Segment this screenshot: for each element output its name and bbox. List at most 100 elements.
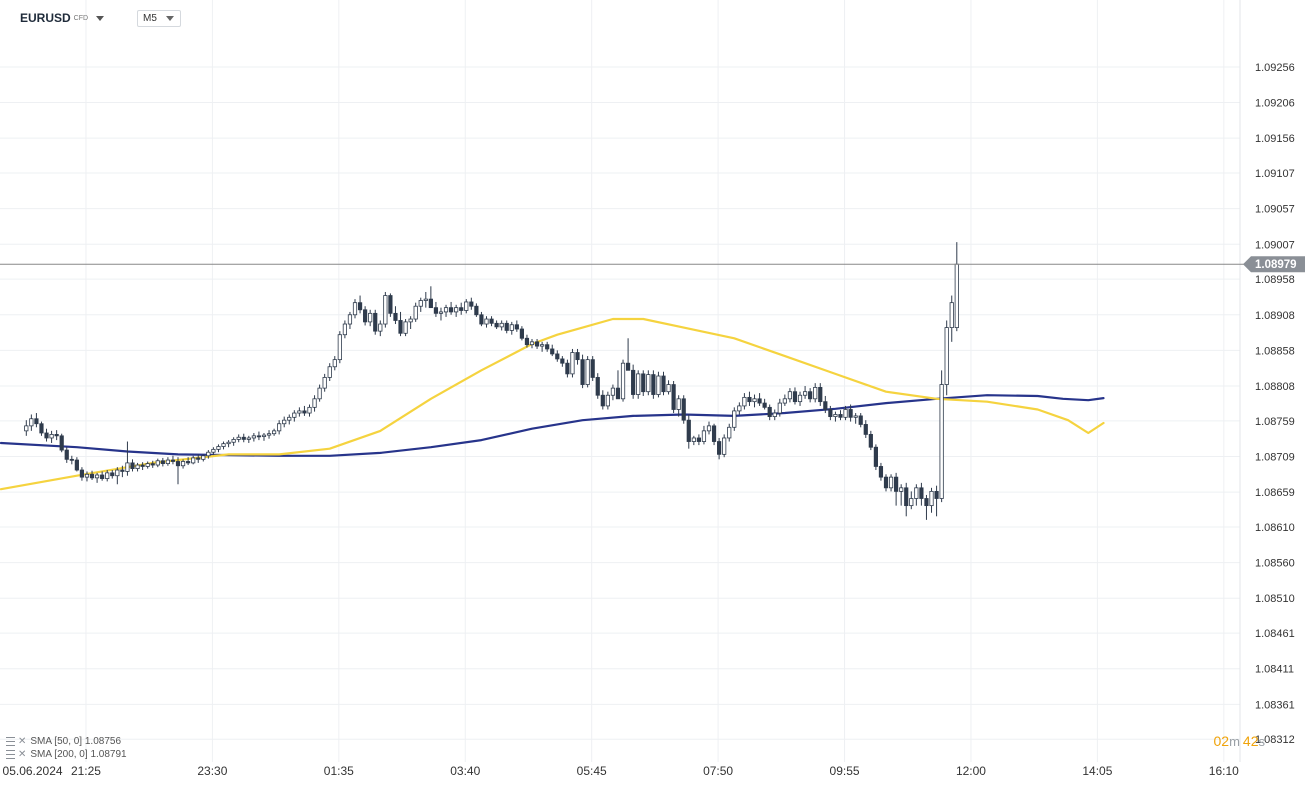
candle-body: [347, 314, 353, 325]
candle-body: [853, 415, 858, 418]
x-tick-label: 05:45: [577, 764, 607, 778]
candle: [605, 391, 610, 410]
settings-icon[interactable]: [6, 737, 15, 746]
candle: [443, 304, 449, 317]
candle-body: [676, 398, 681, 410]
candle-body: [251, 435, 256, 439]
candle: [580, 354, 585, 389]
candle: [393, 306, 398, 325]
candle: [418, 297, 423, 312]
candle: [686, 414, 691, 449]
candle-body: [494, 322, 499, 328]
candle-body: [105, 472, 110, 479]
candle: [666, 380, 671, 395]
candle: [757, 393, 762, 406]
candle-body: [84, 473, 90, 478]
candle-body: [620, 362, 626, 400]
candle: [939, 370, 944, 503]
candle: [196, 454, 201, 463]
candle: [914, 484, 919, 506]
candle: [661, 371, 666, 396]
candle: [459, 302, 464, 315]
candle-body: [479, 314, 484, 325]
candle-body: [413, 305, 418, 320]
candle-body: [408, 318, 413, 323]
y-tick-label: 1.08610: [1255, 522, 1295, 534]
candle: [383, 291, 388, 328]
candle-body: [575, 352, 580, 361]
candle-body: [180, 461, 186, 467]
candle-body: [509, 324, 514, 331]
candle: [474, 303, 479, 317]
candle: [656, 371, 661, 398]
chevron-down-icon[interactable]: [166, 16, 174, 21]
candle: [494, 320, 499, 330]
last-price-label: 1.08979: [1255, 259, 1297, 271]
candle: [585, 356, 590, 388]
candle: [792, 387, 798, 405]
candle: [59, 433, 64, 453]
timeframe-select[interactable]: M5: [137, 10, 181, 27]
candle: [54, 430, 59, 441]
candle-body: [231, 438, 236, 443]
candle: [29, 414, 34, 431]
candle-body: [711, 425, 717, 442]
candle: [540, 341, 545, 352]
candle-body: [89, 473, 95, 479]
candle-body: [327, 366, 332, 378]
x-tick-label: 16:10: [1209, 764, 1239, 778]
candle-body: [211, 448, 216, 453]
candle: [772, 409, 777, 421]
candle-body: [696, 437, 701, 442]
candle-body: [949, 302, 954, 328]
y-tick-label: 1.08560: [1255, 558, 1295, 570]
candle-body: [671, 384, 676, 410]
candle-body: [363, 309, 368, 323]
candle-body: [312, 398, 317, 408]
candle-body: [550, 348, 555, 355]
candle: [631, 364, 636, 399]
settings-icon[interactable]: [6, 750, 15, 759]
candle-body: [44, 432, 49, 439]
candle-body: [590, 359, 595, 378]
candle-body: [565, 362, 570, 375]
candle-body: [797, 394, 803, 403]
candle-body: [514, 324, 519, 330]
candle-body: [196, 457, 201, 460]
y-tick-label: 1.08312: [1255, 734, 1295, 746]
candle-body: [160, 460, 165, 465]
symbol-selector[interactable]: EURUSD CFD: [20, 11, 105, 25]
candle-body: [79, 469, 85, 478]
indicator-legend: ✕ SMA [50, 0] 1.08756 ✕ SMA [200, 0] 1.0…: [6, 735, 127, 761]
y-tick-label: 1.09007: [1255, 239, 1295, 251]
y-tick-label: 1.08461: [1255, 628, 1295, 640]
candle: [125, 441, 130, 476]
close-icon[interactable]: ✕: [18, 735, 27, 747]
candle: [514, 320, 519, 332]
candle: [221, 441, 226, 450]
y-tick-label: 1.08908: [1255, 310, 1295, 322]
candle: [560, 356, 565, 367]
candle-body: [570, 352, 575, 375]
candle-body: [888, 476, 894, 489]
x-tick-label: 14:05: [1082, 764, 1112, 778]
candle-body: [120, 469, 125, 472]
chevron-down-icon[interactable]: [96, 16, 105, 22]
candle-body: [271, 430, 277, 435]
candle-body: [843, 409, 848, 418]
candle: [590, 356, 595, 381]
candle: [489, 316, 494, 327]
candle: [828, 405, 833, 421]
candle-body: [69, 458, 74, 461]
close-icon[interactable]: ✕: [18, 748, 27, 760]
candle-body: [625, 362, 631, 371]
candle-body: [140, 464, 145, 467]
candle-body: [352, 302, 358, 316]
x-tick-label: 07:50: [703, 764, 733, 778]
candle: [534, 338, 540, 349]
candle-body: [681, 398, 686, 421]
candle: [388, 293, 393, 317]
candle: [767, 404, 772, 421]
